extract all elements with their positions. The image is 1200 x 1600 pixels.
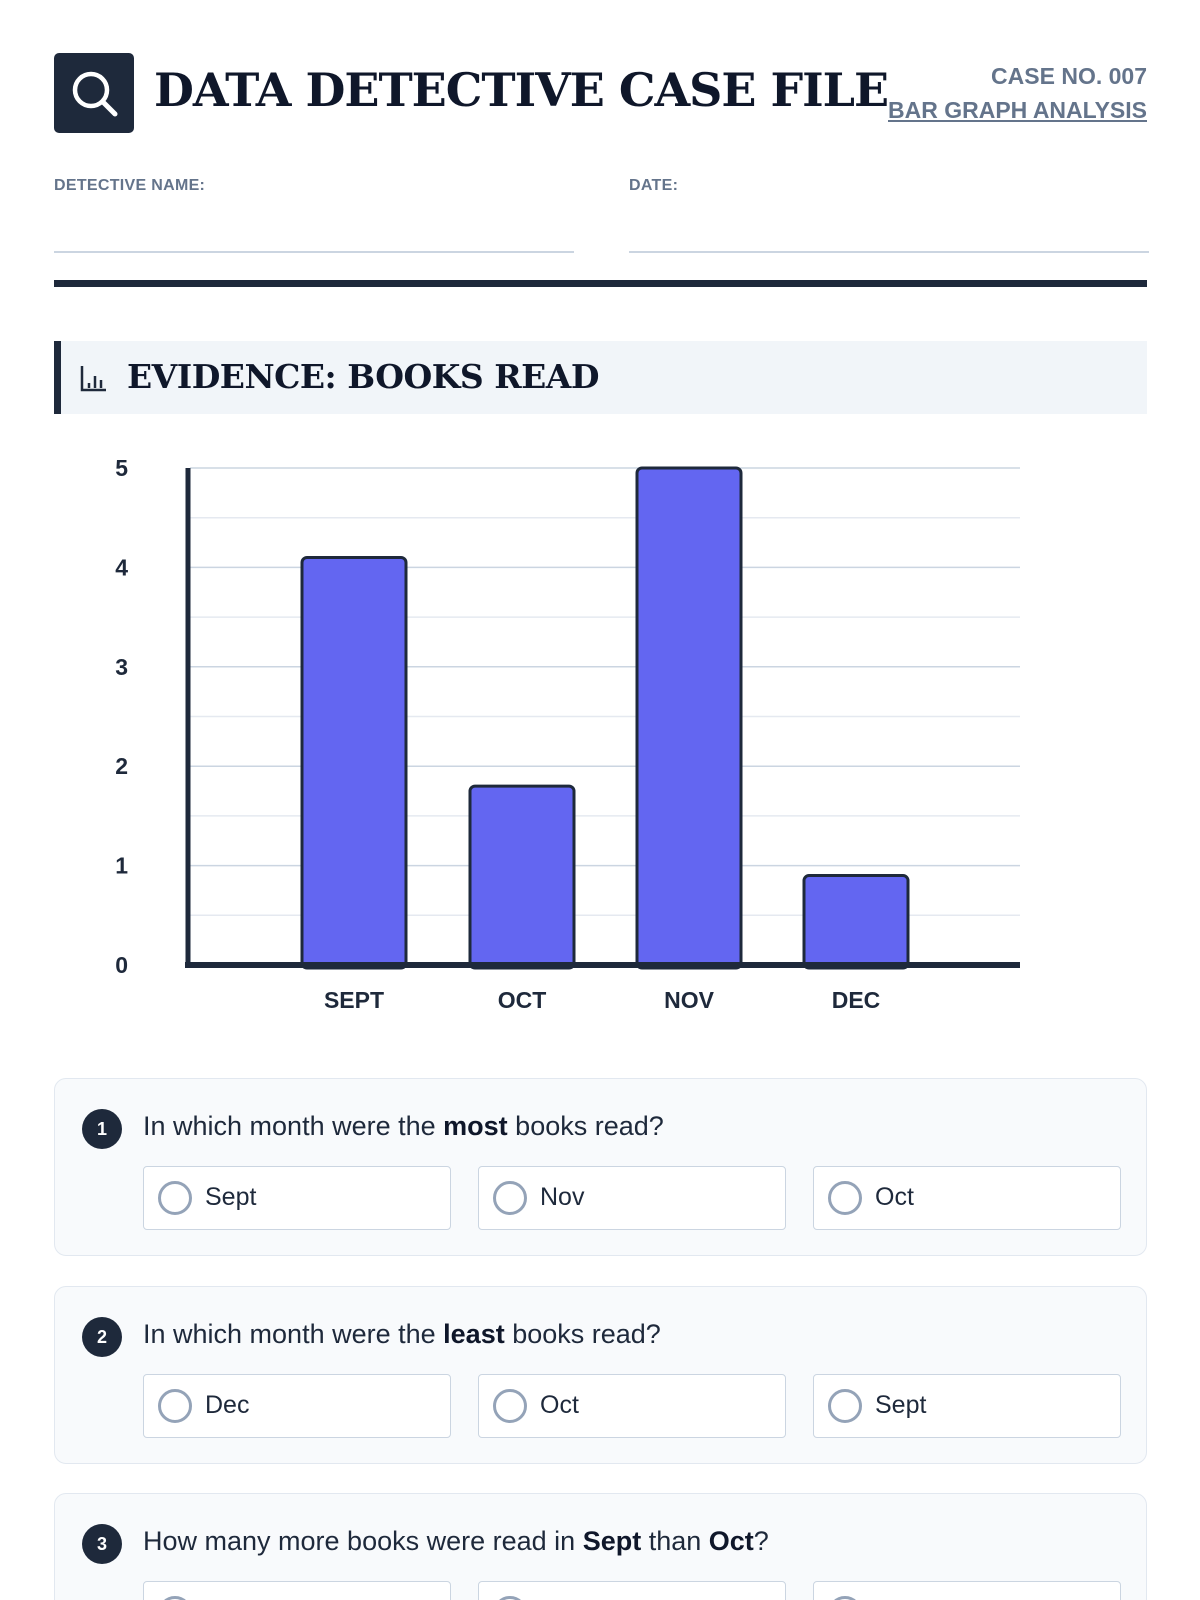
answer-option[interactable]: Oct (813, 1166, 1121, 1230)
question-text-part: books read? (504, 1319, 661, 1349)
answer-option[interactable]: Sept (143, 1166, 451, 1230)
x-category-label: NOV (664, 987, 715, 1013)
bar-dec (802, 874, 910, 970)
answer-option[interactable] (143, 1581, 451, 1600)
detective-name-label: DETECTIVE NAME: (54, 177, 206, 194)
magnifier-icon (72, 71, 118, 117)
radio-button[interactable] (158, 1596, 192, 1600)
page-header: DATA DETECTIVE CASE FILE CASE NO. 007 BA… (54, 53, 1147, 135)
answer-option[interactable]: Oct (478, 1374, 786, 1438)
bar-chart-icon (80, 366, 106, 392)
answer-option[interactable]: Nov (478, 1166, 786, 1230)
question-card-2: 2 In which month were the least books rea… (54, 1286, 1147, 1464)
case-subtitle-link[interactable]: BAR GRAPH ANALYSIS (888, 97, 1147, 123)
question-number: 3 (82, 1524, 122, 1564)
question-emphasis: most (443, 1111, 508, 1141)
question-text: In which month were the most books read? (143, 1111, 664, 1142)
evidence-section-header: EVIDENCE: BOOKS READ (54, 341, 1147, 414)
question-text-part: How many more books were read in (143, 1526, 583, 1556)
answer-option-label: Sept (205, 1183, 257, 1211)
question-card-3: 3 How many more books were read in Sept t… (54, 1493, 1147, 1600)
question-text-part: books read? (507, 1111, 664, 1141)
x-category-label: DEC (832, 987, 881, 1013)
answer-option-label: Sept (875, 1391, 927, 1419)
answer-option-label: Nov (540, 1183, 585, 1211)
bar-sept (300, 555, 408, 970)
question-emphasis: Sept (582, 1526, 642, 1556)
detective-name-field[interactable] (54, 251, 574, 253)
page-title: DATA DETECTIVE CASE FILE (154, 63, 889, 117)
radio-button[interactable] (158, 1181, 192, 1215)
answer-option[interactable]: Sept (813, 1374, 1121, 1438)
question-text-part: ? (753, 1526, 769, 1556)
y-tick-label: 2 (115, 753, 128, 779)
radio-button[interactable] (158, 1389, 192, 1423)
question-card-1: 1 In which month were the most books read… (54, 1078, 1147, 1256)
answer-option-label: Oct (540, 1391, 579, 1419)
question-text-part: than (641, 1526, 709, 1556)
header-divider (54, 280, 1147, 287)
x-category-label: SEPT (324, 987, 384, 1013)
question-text-part: In which month were the (143, 1319, 444, 1349)
answer-option[interactable] (478, 1581, 786, 1600)
bar-nov (635, 466, 743, 970)
answer-option-label: Oct (875, 1183, 914, 1211)
question-number: 2 (82, 1317, 122, 1357)
radio-button[interactable] (828, 1181, 862, 1215)
books-read-bar-chart: 0 1 2 3 4 5 SEPT OCT NOV DEC (115, 455, 1020, 1013)
logo (54, 53, 134, 133)
radio-button[interactable] (828, 1389, 862, 1423)
radio-button[interactable] (493, 1389, 527, 1423)
section-title: EVIDENCE: BOOKS READ (127, 357, 600, 396)
question-number: 1 (82, 1109, 122, 1149)
case-number: CASE NO. 007 (991, 63, 1147, 89)
date-field[interactable] (629, 251, 1149, 253)
question-text-part: In which month were the (143, 1111, 444, 1141)
y-tick-label: 4 (115, 554, 128, 580)
answer-option[interactable] (813, 1581, 1121, 1600)
y-tick-label: 0 (115, 952, 128, 978)
question-emphasis: least (443, 1319, 505, 1349)
x-category-label: OCT (498, 987, 547, 1013)
y-tick-label: 5 (115, 455, 128, 481)
question-text: In which month were the least books read… (143, 1319, 661, 1350)
radio-button[interactable] (493, 1596, 527, 1600)
date-label: DATE: (629, 177, 679, 194)
answer-option[interactable]: Dec (143, 1374, 451, 1438)
y-tick-label: 3 (115, 654, 128, 680)
bar-oct (468, 784, 576, 970)
radio-button[interactable] (493, 1181, 527, 1215)
question-emphasis: Oct (708, 1526, 754, 1556)
answer-option-label: Dec (205, 1391, 250, 1419)
radio-button[interactable] (828, 1596, 862, 1600)
y-tick-label: 1 (115, 853, 128, 879)
question-text: How many more books were read in Sept th… (143, 1526, 769, 1557)
